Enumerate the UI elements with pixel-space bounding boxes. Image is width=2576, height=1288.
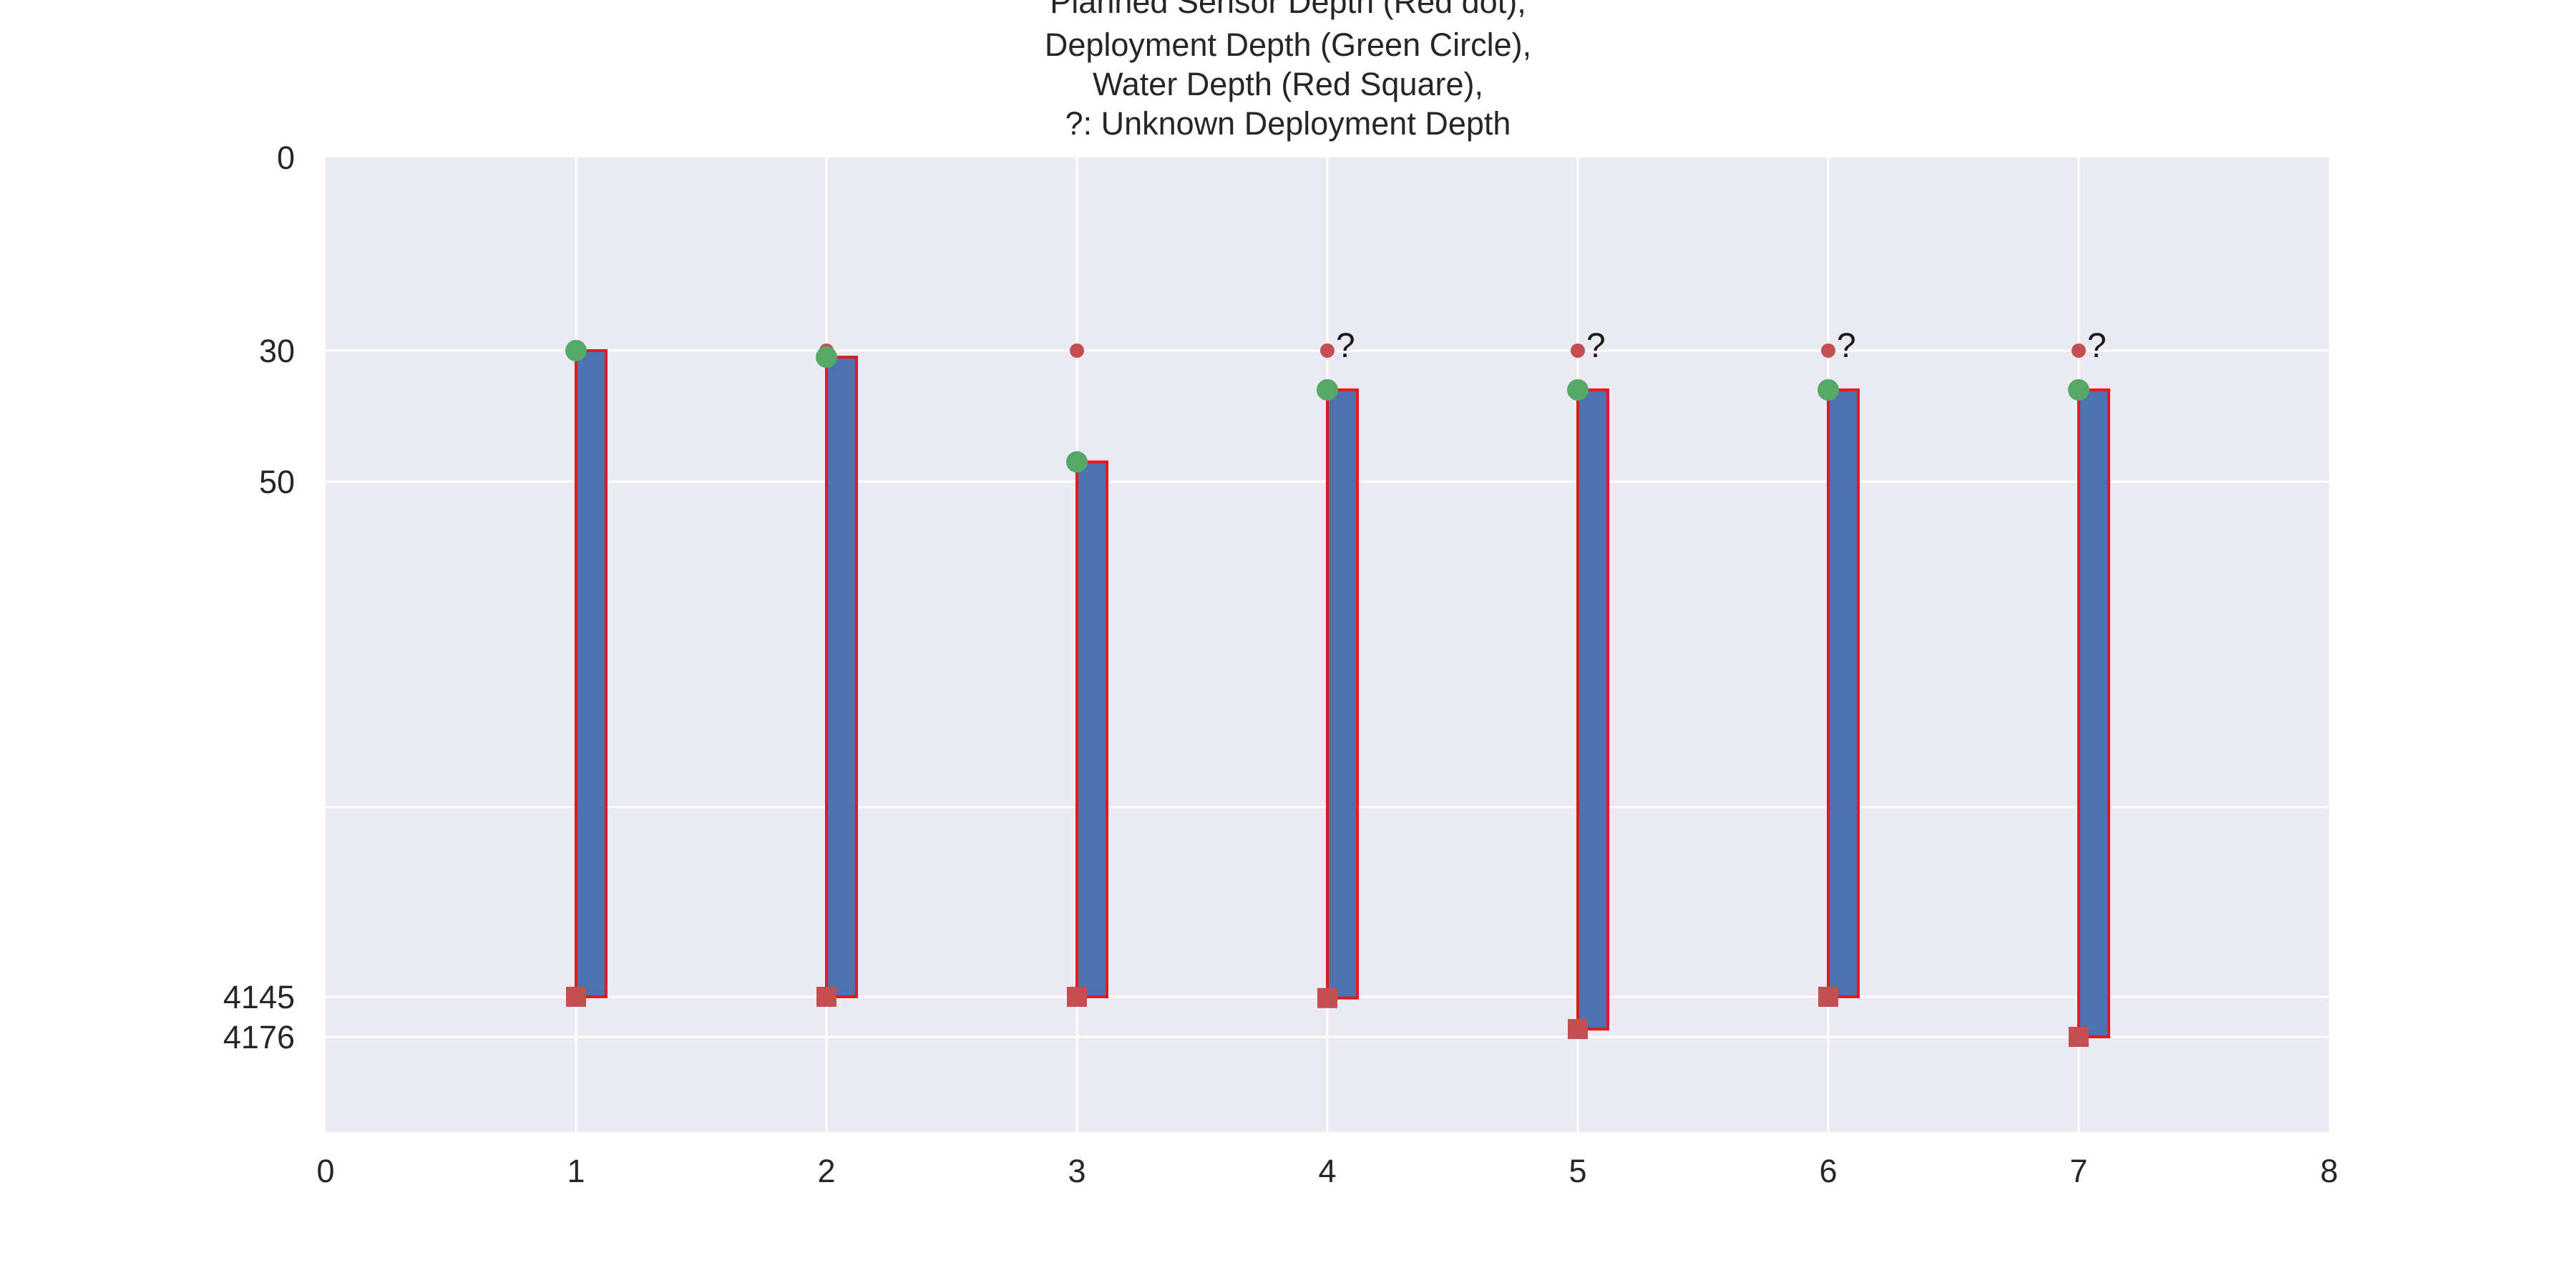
water-depth-square bbox=[2069, 1027, 2089, 1047]
y-tick-label: 4176 bbox=[223, 1019, 295, 1055]
unknown-deployment-label: ? bbox=[1586, 327, 1606, 365]
water-column-bar bbox=[825, 356, 858, 998]
water-column-bar bbox=[1827, 388, 1860, 998]
y-tick-label: 4145 bbox=[223, 979, 295, 1015]
water-column-bar bbox=[575, 349, 608, 998]
planned-depth-dot bbox=[1571, 343, 1585, 358]
water-column-bar bbox=[1326, 388, 1359, 1000]
unknown-deployment-label: ? bbox=[1837, 327, 1856, 365]
water-depth-square bbox=[1568, 1019, 1588, 1040]
planned-depth-dot bbox=[1821, 343, 1835, 358]
x-tick-label: 2 bbox=[817, 1153, 835, 1189]
water-column-bar bbox=[2077, 388, 2110, 1038]
x-tick-label: 5 bbox=[1568, 1153, 1586, 1189]
title-line-2: Deployment Depth (Green Circle), bbox=[1045, 26, 1531, 63]
x-axis-tick-labels: 0 1 2 3 4 5 6 7 8 bbox=[316, 1153, 2338, 1189]
water-column-bar bbox=[1576, 388, 1609, 1031]
planned-depth-dot bbox=[1320, 343, 1335, 358]
deployment-depth-circle bbox=[565, 340, 587, 361]
unknown-deployment-label: ? bbox=[1336, 327, 1355, 365]
x-tick-label: 6 bbox=[1819, 1153, 1837, 1189]
water-depth-square bbox=[566, 987, 586, 1007]
deployment-depth-circle bbox=[2068, 379, 2089, 401]
deployment-depth-circle bbox=[1818, 379, 1839, 401]
y-tick-label: 30 bbox=[259, 333, 295, 369]
water-column-bar bbox=[1075, 460, 1108, 998]
unknown-deployment-label: ? bbox=[2087, 327, 2107, 365]
water-depth-square bbox=[1067, 987, 1087, 1007]
water-depth-square bbox=[816, 987, 836, 1007]
title-line-4: ?: Unknown Deployment Depth bbox=[1065, 105, 1511, 142]
x-tick-label: 8 bbox=[2320, 1153, 2338, 1189]
y-tick-label: 50 bbox=[259, 464, 295, 500]
water-depth-series bbox=[566, 987, 2089, 1047]
deployment-depth-circle bbox=[816, 346, 837, 369]
planned-depth-dot bbox=[1070, 343, 1084, 358]
y-tick-label: 0 bbox=[277, 140, 295, 176]
x-tick-label: 0 bbox=[316, 1153, 334, 1189]
deployment-depth-series bbox=[565, 340, 2089, 473]
water-depth-square bbox=[1317, 987, 1337, 1008]
x-tick-label: 3 bbox=[1068, 1153, 1085, 1189]
y-axis-tick-labels: 0 30 50 4145 4176 bbox=[223, 140, 295, 1055]
water-depth-square bbox=[1818, 987, 1838, 1007]
title-line-1: Planned Sensor Depth (Red dot), bbox=[1050, 0, 1526, 20]
x-tick-label: 1 bbox=[567, 1153, 585, 1189]
deployment-depth-circle bbox=[1066, 451, 1088, 473]
title-line-3: Water Depth (Red Square), bbox=[1093, 66, 1483, 102]
deployment-depth-circle bbox=[1567, 379, 1589, 401]
x-tick-label: 4 bbox=[1318, 1153, 1336, 1189]
planned-depth-dot bbox=[2072, 343, 2086, 358]
deployment-depth-circle bbox=[1317, 379, 1338, 401]
chart-title: Planned Sensor Depth (Red dot), Deployme… bbox=[1045, 0, 1531, 142]
water-column-bars bbox=[575, 349, 2110, 1038]
unknown-deployment-labels: ???? bbox=[1336, 327, 2107, 365]
x-tick-label: 7 bbox=[2069, 1153, 2087, 1189]
